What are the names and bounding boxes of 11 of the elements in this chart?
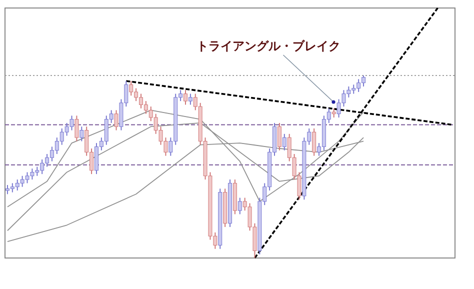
candlestick	[282, 133, 286, 151]
candlestick	[238, 197, 242, 215]
candlestick	[277, 122, 282, 151]
candlestick	[312, 128, 316, 156]
candlestick	[188, 93, 192, 106]
candlestick	[114, 110, 118, 131]
candlestick	[80, 126, 84, 142]
candlestick	[74, 115, 79, 142]
candlestick	[184, 90, 188, 106]
candlestick	[332, 108, 336, 118]
text: トライアングル・ブレイク	[196, 39, 340, 53]
